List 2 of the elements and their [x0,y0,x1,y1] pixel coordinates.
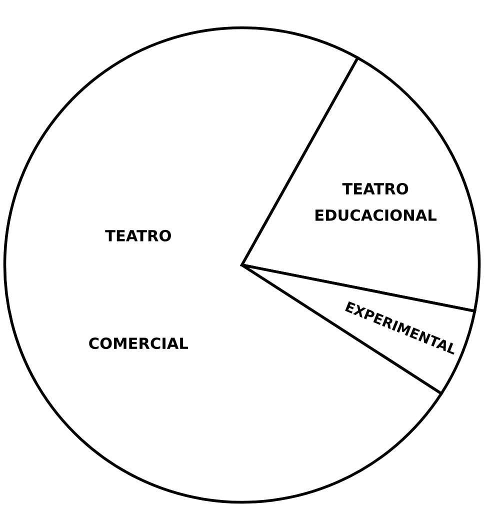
category-label: TEATRO COMERCIAL [89,230,188,350]
slice-label: TEATRO EDUCACIONAL [316,182,437,221]
